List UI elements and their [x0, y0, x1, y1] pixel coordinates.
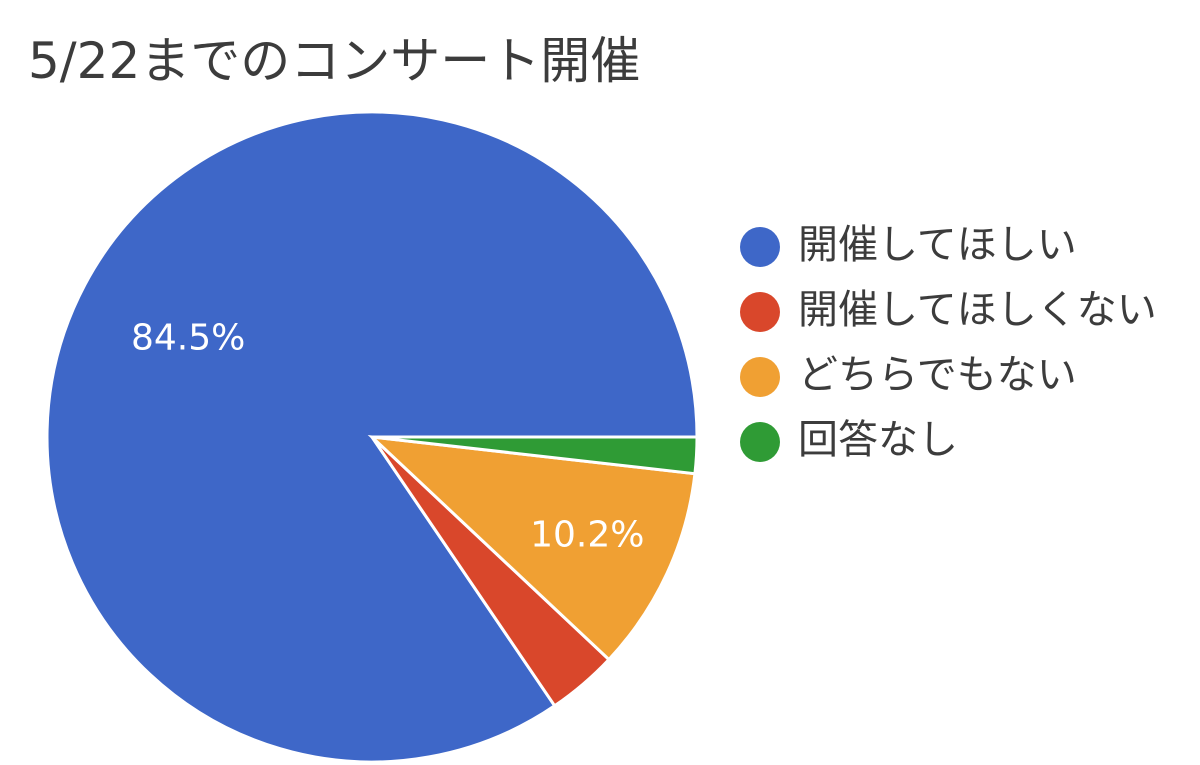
chart-title: 5/22までのコンサート開催: [28, 32, 640, 90]
slice-data-label-1: 84.5%: [131, 318, 245, 359]
pie-slice-4: [371, 435, 699, 476]
legend-marker-2: [740, 292, 780, 332]
pie-slices: [45, 110, 699, 764]
legend-label-4: 回答なし: [798, 417, 958, 463]
legend-label-2: 開催してほしくない: [798, 287, 1157, 333]
legend-marker-4: [740, 422, 780, 462]
legend-label-3: どちらでもない: [798, 352, 1077, 398]
pie-slice-3: [367, 434, 697, 662]
pie-data-labels: 84.5% 10.2%: [131, 318, 644, 556]
legend-label-1: 開催してほしい: [798, 222, 1077, 268]
legend-marker-3: [740, 357, 780, 397]
legend-marker-1: [740, 227, 780, 267]
slice-data-label-3: 10.2%: [530, 515, 644, 556]
